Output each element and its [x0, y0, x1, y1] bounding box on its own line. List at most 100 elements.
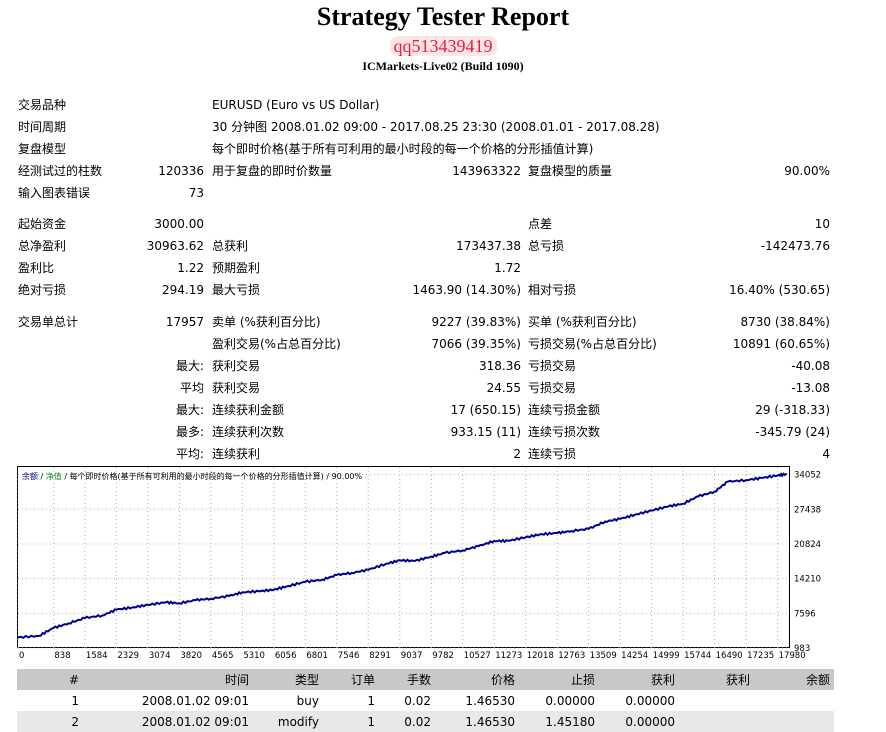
trades-header-cell: 价格 [435, 669, 519, 690]
x-tick-label: 6056 [275, 651, 297, 661]
largest-prefix: 最大: [175, 359, 204, 373]
bars-label: 经测试过的柱数 [18, 164, 103, 178]
x-tick-label: 5310 [243, 651, 265, 661]
trades-header-cell: # [17, 669, 83, 690]
short-positions-value: 9227 (39.83%) [431, 315, 521, 329]
table-cell: 1 [367, 693, 375, 708]
table-cell: 1 [323, 711, 379, 732]
bars-value: 120336 [158, 164, 204, 178]
symbol-label: 交易品种 [18, 98, 67, 112]
x-tick-label: 0 [19, 651, 24, 661]
x-tick-label: 17235 [747, 651, 774, 661]
gross-profit-label: 总获利 [212, 239, 249, 253]
x-tick-label: 6801 [306, 651, 328, 661]
average-profit-value: 24.55 [486, 381, 521, 395]
x-tick-label: 14254 [621, 651, 648, 661]
x-tick-label: 16490 [716, 651, 743, 661]
x-tick-label: 9782 [432, 651, 454, 661]
long-positions-value: 8730 (38.84%) [740, 315, 830, 329]
quality-value: 90.00% [784, 164, 830, 178]
y-tick-label: 7596 [794, 609, 816, 619]
table-cell: 1.46530 [465, 693, 515, 708]
short-positions-label: 卖单 (%获利百分比) [212, 315, 321, 329]
y-axis-ticks: 983 7596 14210 20824 27438 34052 [794, 471, 821, 654]
chart-legend-model: 每个即时价格(基于所有可利用的最小时段的每一个价格的分形插值计算) [70, 471, 324, 481]
chart-legend-balance: 余额 [22, 471, 38, 481]
maximal-drawdown-value: 1463.90 (14.30%) [412, 283, 521, 297]
long-positions-label: 买单 (%获利百分比) [528, 315, 637, 329]
average-prefix: 平均 [179, 381, 204, 395]
report-title: Strategy Tester Report [316, 2, 570, 31]
average-loss-label: 亏损交易 [528, 381, 577, 395]
x-tick-label: 1584 [86, 651, 108, 661]
net-profit-label: 总净盈利 [18, 239, 67, 253]
x-tick-label: 2329 [117, 651, 139, 661]
gross-profit-value: 173437.38 [456, 239, 521, 253]
quality-label: 复盘模型的质量 [528, 164, 613, 178]
chart-legend-sep1: / [38, 472, 46, 481]
table-cell: 0.00000 [599, 711, 679, 732]
trades-header-cell: 止损 [519, 669, 599, 690]
x-tick-label: 11273 [495, 651, 522, 661]
table-cell: 0.02 [404, 693, 431, 708]
largest-loss-value: -40.08 [791, 359, 830, 373]
model-value: 每个即时价格(基于所有可利用的最小时段的每一个价格的分形插值计算) [212, 142, 594, 156]
y-tick-label: 983 [794, 644, 810, 654]
total-trades-value: 17957 [165, 315, 204, 329]
table-cell: 2008.01.02 09:01 [83, 711, 253, 732]
absolute-drawdown-label: 绝对亏损 [18, 283, 67, 297]
max-consecutive-wins-value: 17 (650.15) [450, 403, 521, 417]
period-value: 30 分钟图 2008.01.02 09:00 - 2017.08.25 23:… [212, 120, 660, 134]
x-tick-label: 12763 [558, 651, 585, 661]
average-profit-label: 获利交易 [212, 381, 261, 395]
maximal-drawdown-label: 最大亏损 [212, 283, 261, 297]
table-cell: modify [253, 711, 323, 732]
table-row: 1 2008.01.02 09:01 buy 1 0.02 1.46530 0.00000 0… [17, 690, 834, 711]
expected-payoff-label: 预期盈利 [212, 261, 261, 275]
spread-label: 点差 [528, 217, 553, 231]
table-cell [679, 711, 754, 732]
balance-chart: 余额 / 净值 / 每个即时价格(基于所有可利用的最小时段的每一个价格的分形插值… [17, 466, 821, 661]
loss-trades-label: 亏损交易(%占总百分比) [528, 337, 657, 351]
x-tick-label: 8291 [369, 651, 391, 661]
chart-legend-sep2: / [62, 472, 70, 481]
trades-header-cell: 时间 [83, 669, 253, 690]
maximal-consecutive-profit-label: 连续获利次数 [212, 425, 285, 439]
chart-grid [17, 467, 789, 649]
trades-header-cell: 获利 [679, 669, 754, 690]
x-tick-label: 17980 [779, 651, 806, 661]
relative-drawdown-value: 16.40% (530.65) [729, 283, 830, 297]
balance-series-line [17, 472, 787, 639]
model-label: 复盘模型 [18, 142, 67, 156]
maximal-prefix: 最多: [175, 425, 204, 439]
x-tick-label: 4565 [212, 651, 234, 661]
account-number-text: qq513439419 [389, 36, 497, 56]
x-tick-label: 3820 [180, 651, 202, 661]
maximal-consecutive-loss-label: 连续亏损次数 [528, 425, 601, 439]
x-tick-label: 7546 [338, 651, 360, 661]
profit-trades-label: 盈利交易(%占总百分比) [212, 337, 341, 351]
average-loss-value: -13.08 [791, 381, 830, 395]
x-axis-ticks: 0 838 1584 2329 3074 3820 4565 5310 6056 6801 7546… [19, 651, 806, 661]
x-tick-label: 12018 [527, 651, 554, 661]
server-build: ICMarkets-Live02 (Build 1090) [362, 59, 524, 73]
table-cell: 1.45180 [519, 711, 599, 732]
average-consecutive-losses-value: 4 [822, 447, 830, 461]
table-cell: 1 [71, 693, 79, 708]
errors-label: 输入图表错误 [18, 186, 91, 200]
average-consecutive-losses-label: 连续亏损 [528, 447, 577, 461]
gross-loss-value: -142473.76 [760, 239, 830, 253]
chart-legend: 余额 / 净值 / 每个即时价格(基于所有可利用的最小时段的每一个价格的分形插值… [22, 471, 362, 481]
absolute-drawdown-value: 294.19 [162, 283, 204, 297]
ticks-value: 143963322 [452, 164, 521, 178]
table-cell: 1.46530 [435, 711, 519, 732]
trades-header-cell: 余额 [754, 669, 834, 690]
deposit-label: 起始资金 [18, 217, 67, 231]
x-tick-label: 3074 [149, 651, 171, 661]
y-tick-label: 20824 [794, 540, 821, 550]
trades-header-cell: 类型 [253, 669, 323, 690]
profit-factor-label: 盈利比 [18, 261, 55, 275]
deposit-value: 3000.00 [154, 217, 204, 231]
max-consecutive-prefix: 最大: [175, 403, 204, 417]
trades-header-row: # 时间 类型 订单 手数 价格 止损 获利 获利 余额 [17, 669, 834, 690]
